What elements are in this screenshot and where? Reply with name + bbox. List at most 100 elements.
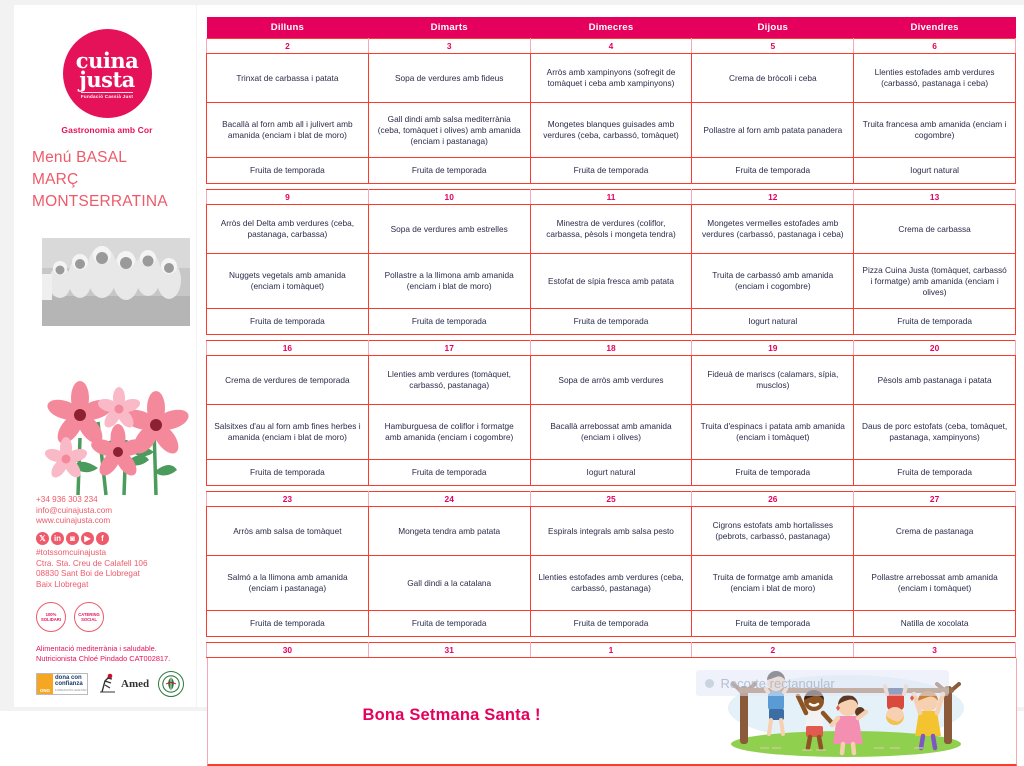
column-header-dimecres: Dimecres xyxy=(530,17,692,39)
dessert-row: Fruita de temporada Fruita de temporada … xyxy=(207,158,1016,184)
day-number-row: 2 3 4 5 6 xyxy=(207,39,1016,54)
day-number: 17 xyxy=(368,341,530,356)
dish-cell: Crema de verdures de temporada xyxy=(207,356,369,405)
team-photo-image xyxy=(42,238,190,326)
day-number: 9 xyxy=(207,190,369,205)
dish-cell: Fideuà de mariscs (calamars, sípia, musc… xyxy=(692,356,854,405)
dish-cell: Mongeta tendra amb patata xyxy=(368,507,530,556)
dish-cell: Fruita de temporada xyxy=(207,611,369,637)
day-number-row: 16 17 18 19 20 xyxy=(207,341,1016,356)
dish-cell: Cigrons estofats amb hortalisses (pebrot… xyxy=(692,507,854,556)
dish-cell: Mongetes blanques guisades amb verdures … xyxy=(530,103,692,158)
dish-cell: Estofat de sípia fresca amb patata xyxy=(530,254,692,309)
contact-website[interactable]: www.cuinajusta.com xyxy=(36,516,196,527)
logo-foundation-line: Fundació Cassià Just xyxy=(81,92,133,99)
footer-band: Bona Setmana Santa ! xyxy=(207,658,1017,766)
contact-phone[interactable]: +34 936 303 234 xyxy=(36,495,196,506)
menu-heading: Menú BASAL MARÇ MONTSERRATINA xyxy=(32,147,197,213)
amed-badge-icon: Amed xyxy=(97,673,149,695)
day-number: 12 xyxy=(692,190,854,205)
dish-cell: Fruita de temporada xyxy=(368,460,530,486)
dish-cell: Pizza Cuina Justa (tomàquet, carbassó i … xyxy=(854,254,1016,309)
day-number: 20 xyxy=(854,341,1016,356)
day-number: 3 xyxy=(854,643,1016,658)
dish-cell: Truita francesa amb amanida (enciam i co… xyxy=(854,103,1016,158)
ong-label: ONG xyxy=(37,674,53,694)
day-number: 26 xyxy=(692,492,854,507)
column-header-divendres: Divendres xyxy=(854,17,1016,39)
column-header-dimarts: Dimarts xyxy=(368,17,530,39)
nutrition-line2: Nutricionista Chloé Pindado CAT002817. xyxy=(36,654,204,664)
accreditation-badges: ONG dona con confianza FUNDACIÓN LEALTAD… xyxy=(36,671,184,697)
day-number-row-final: 30 31 1 2 3 xyxy=(207,643,1016,658)
document-inner: cuina justa Fundació Cassià Just Gastron… xyxy=(14,5,1024,707)
dish-cell: Daus de porc estofats (ceba, tomàquet, p… xyxy=(854,405,1016,460)
dish-cell: Fruita de temporada xyxy=(692,460,854,486)
dish-cell: Fruita de temporada xyxy=(854,460,1016,486)
greeting-text: Bona Setmana Santa ! xyxy=(363,706,541,725)
column-header-dilluns: Dilluns xyxy=(207,17,369,39)
dish-cell: Salsitxes d'au al forn amb fines herbes … xyxy=(207,405,369,460)
day-number: 30 xyxy=(207,643,369,658)
day-number: 18 xyxy=(530,341,692,356)
first-course-row: Arròs del Delta amb verdures (ceba, past… xyxy=(207,205,1016,254)
day-number: 2 xyxy=(692,643,854,658)
first-course-row: Crema de verdures de temporada Llenties … xyxy=(207,356,1016,405)
menu-heading-line1: Menú BASAL xyxy=(32,147,197,169)
facebook-icon[interactable]: f xyxy=(96,532,109,545)
day-number: 3 xyxy=(368,39,530,54)
dish-cell: Bacallà arrebossat amb amanida (enciam i… xyxy=(530,405,692,460)
amed-mark-icon xyxy=(97,673,119,695)
dish-cell: Bacallà al forn amb all i julivert amb a… xyxy=(207,103,369,158)
day-number-row: 9 10 11 12 13 xyxy=(207,190,1016,205)
amed-label: Amed xyxy=(121,678,149,690)
address-block: #totssomcuinajusta Ctra. Sta. Creu de Ca… xyxy=(36,548,196,590)
table-header-row: Dilluns Dimarts Dimecres Dijous Divendre… xyxy=(207,17,1016,39)
address-line1: Ctra. Sta. Creu de Calafell 106 xyxy=(36,559,196,570)
day-number: 27 xyxy=(854,492,1016,507)
day-number: 19 xyxy=(692,341,854,356)
dish-cell: Crema de pastanaga xyxy=(854,507,1016,556)
x-twitter-icon[interactable]: 𝕏 xyxy=(36,532,49,545)
contact-info: +34 936 303 234 info@cuinajusta.com www.… xyxy=(36,495,196,527)
kids-playground-illustration-icon xyxy=(724,668,968,758)
dish-cell: Crema de bròcoli i ceba xyxy=(692,54,854,103)
dish-cell: Fruita de temporada xyxy=(368,309,530,335)
day-number: 5 xyxy=(692,39,854,54)
dish-cell: Fruita de temporada xyxy=(207,158,369,184)
second-course-row: Salmó a la llimona amb amanida (enciam i… xyxy=(207,556,1016,611)
linkedin-icon[interactable]: in xyxy=(51,532,64,545)
logo-line2: justa xyxy=(79,70,135,90)
dish-cell: Fruita de temporada xyxy=(368,158,530,184)
dish-cell: Fruita de temporada xyxy=(207,460,369,486)
dish-cell: Pollastre a la llimona amb amanida (enci… xyxy=(368,254,530,309)
watermark-dot-icon xyxy=(705,679,714,688)
dish-cell: Sopa de arròs amb verdures xyxy=(530,356,692,405)
day-number: 31 xyxy=(368,643,530,658)
first-course-row: Arròs amb salsa de tomàquet Mongeta tend… xyxy=(207,507,1016,556)
contact-email[interactable]: info@cuinajusta.com xyxy=(36,506,196,517)
dish-cell: Gall dindi amb salsa mediterrània (ceba,… xyxy=(368,103,530,158)
second-course-row: Bacallà al forn amb all i julivert amb a… xyxy=(207,103,1016,158)
youtube-icon[interactable]: ▶ xyxy=(81,532,94,545)
document-page: cuina justa Fundació Cassià Just Gastron… xyxy=(0,0,1024,711)
weekly-menu-table: Dilluns Dimarts Dimecres Dijous Divendre… xyxy=(206,17,1016,766)
dish-cell: Arròs del Delta amb verdures (ceba, past… xyxy=(207,205,369,254)
dish-cell: Sopa de verdures amb fideus xyxy=(368,54,530,103)
dish-cell: Fruita de temporada xyxy=(530,309,692,335)
address-line3: Baix Llobregat xyxy=(36,580,196,591)
logo-circle-icon: cuina justa Fundació Cassià Just xyxy=(63,29,152,118)
instagram-icon[interactable]: ◙ xyxy=(66,532,79,545)
menu-table-area: Dilluns Dimarts Dimecres Dijous Divendre… xyxy=(206,17,1016,690)
dish-cell: Arròs amb salsa de tomàquet xyxy=(207,507,369,556)
dish-cell: Salmó a la llimona amb amanida (enciam i… xyxy=(207,556,369,611)
dish-cell: Llenties amb verdures (tomàquet, carbass… xyxy=(368,356,530,405)
fundacion-lealtad-label: FUNDACIÓN LEALTAD xyxy=(55,687,87,693)
second-course-row: Salsitxes d'au al forn amb fines herbes … xyxy=(207,405,1016,460)
day-number: 1 xyxy=(530,643,692,658)
seal-solidari-icon: 100%SOLIDARI xyxy=(36,602,66,632)
dessert-row: Fruita de temporada Fruita de temporada … xyxy=(207,460,1016,486)
dish-cell: Fruita de temporada xyxy=(692,611,854,637)
brand-logo: cuina justa Fundació Cassià Just Gastron… xyxy=(32,29,182,135)
